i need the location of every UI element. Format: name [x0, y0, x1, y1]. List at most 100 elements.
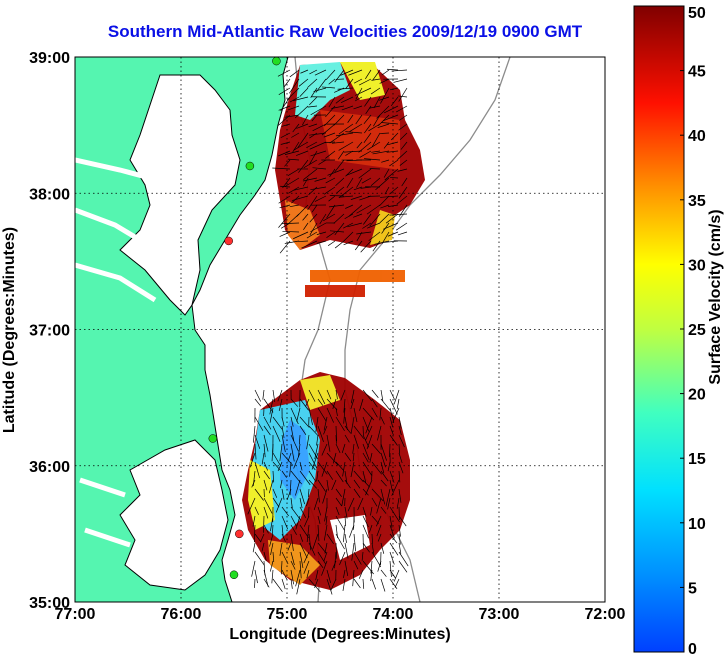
velocity-arrow: [332, 398, 337, 409]
velocity-arrow: [344, 515, 346, 526]
velocity-arrow: [380, 195, 399, 198]
velocity-arrow: [327, 240, 336, 247]
velocity-arrow: [356, 204, 372, 214]
velocity-arrow: [269, 533, 274, 547]
velocity-arrow: [344, 506, 348, 519]
velocity-arrow: [323, 425, 328, 435]
y-axis-label: Latitude (Degrees:Minutes): [1, 227, 18, 433]
velocity-arrow: [347, 222, 363, 228]
velocity-arrow: [390, 96, 399, 107]
velocity-arrow: [353, 434, 360, 449]
velocity-arrow: [310, 150, 327, 157]
velocity-arrow: [308, 479, 317, 489]
velocity-arrow: [331, 560, 337, 571]
velocity-arrow: [289, 479, 292, 496]
velocity-arrow: [359, 150, 372, 158]
velocity-arrow: [295, 479, 301, 496]
velocity-vectors: [247, 68, 409, 595]
velocity-arrow: [344, 452, 352, 462]
velocity-field-north: [275, 62, 425, 297]
velocity-arrow: [348, 69, 363, 76]
velocity-arrow: [326, 479, 329, 491]
velocity-arrow: [321, 86, 336, 89]
velocity-arrow: [272, 167, 291, 170]
velocity-arrow: [296, 150, 309, 156]
velocity-arrow: [313, 87, 327, 92]
velocity-arrow: [303, 222, 309, 230]
velocity-arrow: [298, 159, 309, 173]
velocity-arrow: [398, 551, 409, 567]
velocity-arrow: [299, 497, 303, 509]
velocity-arrow: [321, 443, 328, 456]
velocity-arrow: [311, 204, 318, 213]
colorbar-tick-label: 25: [688, 322, 706, 339]
velocity-arrow: [318, 159, 327, 165]
velocity-arrow: [371, 443, 381, 454]
velocity-arrow: [368, 105, 381, 109]
velocity-arrow: [253, 524, 256, 543]
velocity-arrow: [353, 560, 359, 570]
velocity-arrow: [393, 569, 400, 582]
velocity-arrow: [272, 461, 281, 471]
velocity-arrow: [398, 443, 400, 454]
velocity-arrow: [344, 150, 363, 153]
velocity-arrow: [398, 452, 403, 464]
velocity-arrow: [382, 222, 399, 230]
velocity-arrow: [352, 452, 355, 462]
velocity-arrow: [271, 569, 274, 584]
velocity-arrow: [389, 416, 394, 427]
velocity-arrow: [298, 434, 301, 445]
velocity-arrow: [393, 389, 400, 405]
velocity-arrow: [316, 434, 319, 446]
velocity-arrow: [352, 569, 355, 587]
x-tick-label: 76:00: [161, 606, 202, 623]
velocity-arrow: [338, 141, 354, 151]
velocity-arrow: [290, 569, 295, 585]
velocity-arrow: [308, 542, 316, 556]
velocity-arrow: [296, 407, 301, 422]
velocity-arrow: [380, 461, 385, 474]
velocity-arrow: [308, 425, 319, 437]
velocity-arrow: [280, 185, 291, 188]
velocity-arrow: [389, 533, 398, 544]
velocity-arrow: [251, 479, 256, 488]
velocity-arrow: [281, 515, 288, 530]
velocity-arrow: [289, 78, 300, 94]
velocity-arrow: [251, 560, 256, 577]
velocity-arrow: [254, 533, 262, 543]
velocity-arrow: [362, 470, 367, 483]
velocity-arrow: [335, 407, 338, 417]
velocity-arrow: [294, 105, 309, 119]
velocity-arrow: [277, 461, 283, 472]
velocity-arrow: [353, 186, 363, 191]
velocity-arrow: [312, 533, 319, 550]
velocity-arrow: [308, 488, 310, 498]
velocity-arrow: [325, 150, 336, 159]
velocity-arrow: [362, 461, 373, 477]
velocity-arrow: [359, 398, 364, 411]
velocity-arrow: [254, 569, 258, 584]
velocity-arrow: [353, 533, 356, 552]
velocity-arrow: [353, 78, 363, 84]
velocity-arrow: [247, 497, 256, 515]
velocity-arrow: [291, 195, 309, 201]
velocity-arrow: [390, 132, 399, 141]
velocity-arrow: [355, 87, 372, 96]
velocity-arrow: [317, 461, 328, 475]
velocity-arrow: [254, 461, 260, 479]
velocity-arrow: [282, 230, 300, 233]
velocity-arrow: [356, 231, 372, 235]
velocity-arrow: [343, 569, 346, 579]
velocity-arrow: [308, 578, 321, 593]
velocity-arrow: [323, 416, 328, 431]
velocity-arrow: [365, 416, 373, 434]
velocity-arrow: [364, 96, 372, 107]
velocity-arrow: [340, 69, 354, 76]
velocity-arrow: [323, 114, 336, 127]
velocity-arrow: [387, 461, 391, 472]
velocity-arrow: [278, 398, 283, 411]
velocity-arrow: [328, 78, 336, 85]
velocity-arrow: [279, 542, 283, 556]
velocity-arrow: [290, 551, 295, 566]
velocity-arrow: [344, 434, 350, 443]
